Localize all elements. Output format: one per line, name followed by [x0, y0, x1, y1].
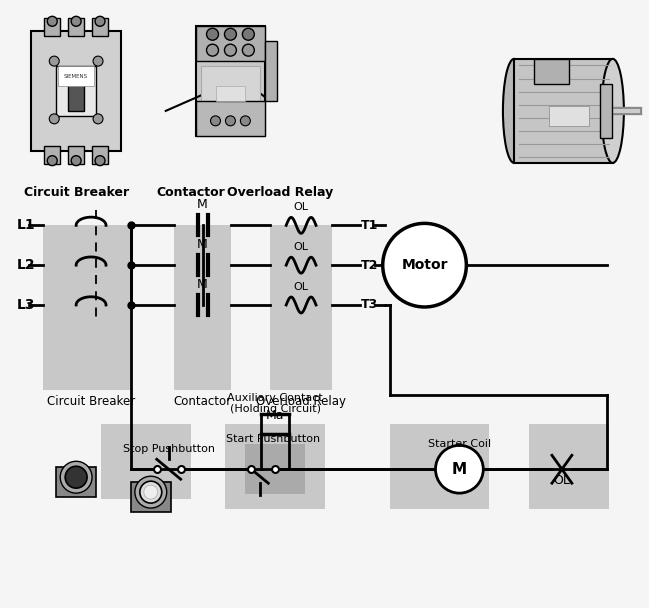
Bar	[215, 86, 245, 101]
Circle shape	[240, 116, 251, 126]
Text: Stop Pushbutton: Stop Pushbutton	[123, 444, 215, 454]
Bar	[43, 226, 131, 390]
Bar	[68, 146, 84, 164]
Circle shape	[47, 16, 57, 26]
Text: L3: L3	[16, 298, 35, 312]
Text: Ma: Ma	[266, 409, 284, 421]
Text: M: M	[452, 461, 467, 477]
Circle shape	[65, 466, 87, 488]
Text: T1: T1	[361, 219, 378, 232]
Text: M: M	[197, 278, 208, 291]
Bar	[68, 18, 84, 36]
Circle shape	[49, 56, 59, 66]
Text: OL: OL	[293, 282, 309, 292]
Bar	[225, 424, 325, 509]
Bar	[201, 66, 260, 101]
Circle shape	[95, 156, 105, 165]
Circle shape	[95, 16, 105, 26]
Text: OL: OL	[554, 474, 570, 487]
Circle shape	[93, 56, 103, 66]
Circle shape	[206, 28, 219, 40]
Circle shape	[71, 156, 81, 165]
Bar	[549, 106, 589, 126]
Bar	[101, 424, 191, 499]
Circle shape	[242, 44, 254, 56]
Circle shape	[225, 44, 236, 56]
Bar	[92, 18, 108, 36]
Circle shape	[206, 44, 219, 56]
Bar	[270, 226, 332, 390]
Bar	[514, 59, 613, 163]
Bar	[44, 18, 60, 36]
Text: Overload Relay: Overload Relay	[256, 395, 346, 407]
Text: Circuit Breaker: Circuit Breaker	[47, 395, 135, 407]
Text: OL: OL	[293, 202, 309, 212]
Bar	[195, 26, 265, 61]
Text: T3: T3	[361, 299, 378, 311]
Text: Starter Coil: Starter Coil	[428, 440, 491, 449]
Bar	[529, 424, 609, 509]
Bar	[245, 444, 305, 494]
Bar	[195, 26, 265, 136]
Bar	[68, 76, 84, 111]
Circle shape	[383, 223, 467, 307]
Bar	[56, 66, 96, 116]
Text: OL: OL	[293, 242, 309, 252]
Text: L2: L2	[16, 258, 35, 272]
Bar	[31, 31, 121, 151]
Bar	[131, 482, 171, 512]
Text: T2: T2	[361, 258, 378, 272]
Ellipse shape	[503, 59, 525, 163]
Bar	[195, 101, 265, 136]
Text: M: M	[197, 198, 208, 212]
Text: Contactor: Contactor	[156, 185, 225, 199]
Bar	[58, 66, 94, 86]
Bar	[389, 424, 489, 509]
Text: Motor: Motor	[401, 258, 448, 272]
Bar	[265, 41, 277, 101]
Ellipse shape	[602, 59, 624, 163]
Text: Start Pushbutton: Start Pushbutton	[226, 434, 321, 444]
Circle shape	[435, 445, 484, 493]
Circle shape	[60, 461, 92, 493]
Circle shape	[47, 156, 57, 165]
Circle shape	[71, 16, 81, 26]
Bar	[44, 146, 60, 164]
Circle shape	[93, 114, 103, 124]
Bar	[56, 468, 96, 497]
Text: M: M	[197, 238, 208, 251]
Circle shape	[225, 116, 236, 126]
Text: SIEMENS: SIEMENS	[64, 74, 88, 78]
Text: L1: L1	[16, 218, 35, 232]
Text: Overload Relay: Overload Relay	[227, 185, 334, 199]
Circle shape	[135, 476, 167, 508]
Circle shape	[225, 28, 236, 40]
Bar	[174, 226, 232, 390]
Circle shape	[49, 114, 59, 124]
Bar	[600, 83, 611, 138]
Text: Circuit Breaker: Circuit Breaker	[23, 185, 129, 199]
Circle shape	[144, 485, 158, 499]
Text: Auxiliary Contact
(Holding Circuit): Auxiliary Contact (Holding Circuit)	[227, 393, 323, 415]
Circle shape	[242, 28, 254, 40]
Bar	[92, 146, 108, 164]
Circle shape	[140, 481, 162, 503]
Bar	[534, 58, 569, 83]
Text: Contactor: Contactor	[173, 395, 232, 407]
Circle shape	[210, 116, 221, 126]
